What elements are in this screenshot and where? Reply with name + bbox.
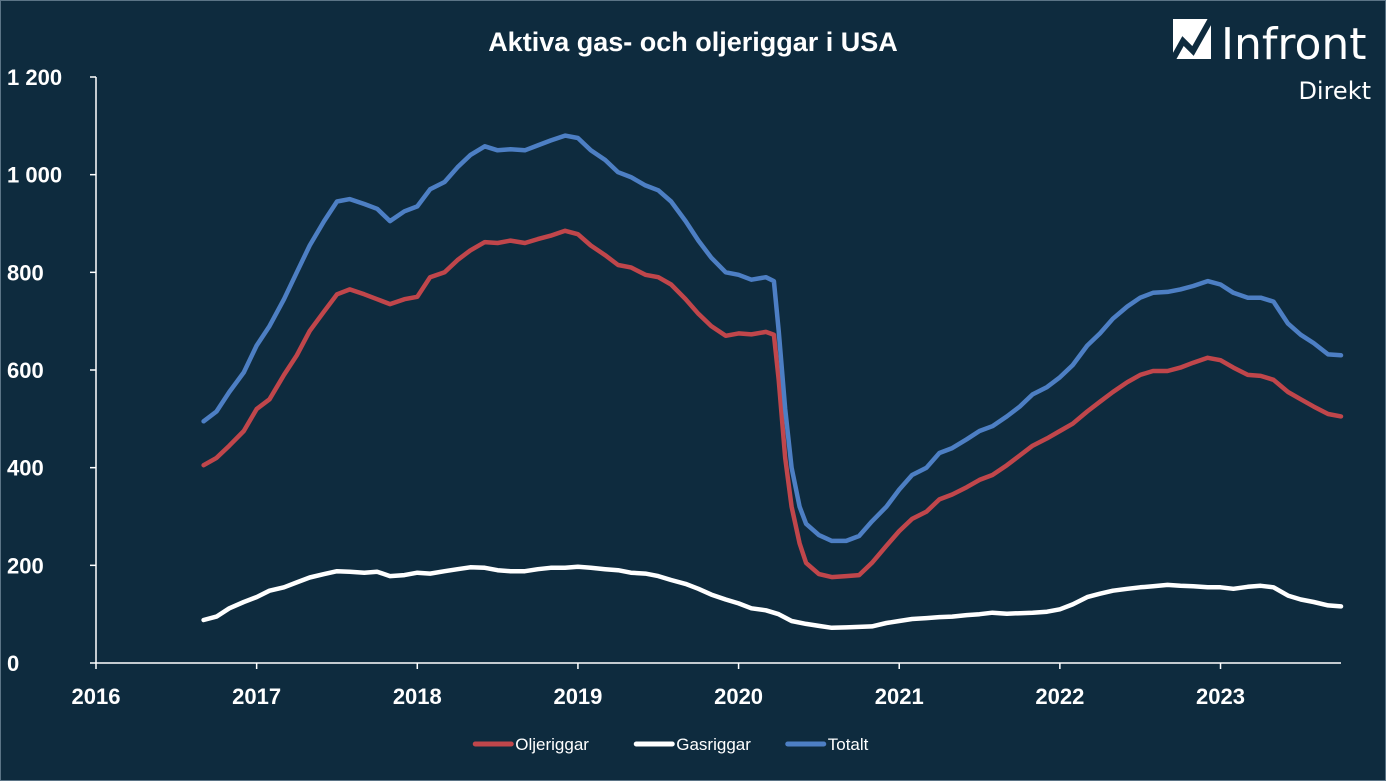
x-tick-label: 2016 (72, 684, 121, 709)
legend-item-totalt: Totalt (785, 735, 869, 754)
series-line-oljeriggar (201, 228, 1344, 580)
logo-subtitle: Direkt (1298, 77, 1371, 105)
x-tick-label: 2017 (232, 684, 281, 709)
legend-item-oljeriggar: Oljeriggar (472, 735, 589, 754)
legend-label: Totalt (828, 735, 869, 754)
y-tick-label: 200 (7, 553, 44, 578)
y-tick-label: 400 (7, 456, 44, 481)
y-tick-label: 0 (7, 651, 19, 676)
x-tick-label: 2022 (1035, 684, 1084, 709)
legend-label: Gasriggar (676, 735, 751, 754)
y-tick-label: 1 200 (7, 65, 62, 90)
plot-area (201, 133, 1344, 631)
y-tick-label: 1 000 (7, 163, 62, 188)
infront-logo: Infront Direkt (1170, 17, 1371, 105)
y-tick-label: 600 (7, 358, 44, 383)
x-tick-label: 2018 (393, 684, 442, 709)
chart-title: Aktiva gas- och oljeriggar i USA (488, 27, 898, 57)
y-tick-label: 800 (7, 260, 44, 285)
x-tick-label: 2019 (553, 684, 602, 709)
y-axis-ticks: 0 200 400 600 800 1 000 1 200 (7, 65, 96, 676)
series-line-gasriggar (201, 564, 1344, 631)
x-tick-label: 2021 (875, 684, 924, 709)
infront-logo-icon (1170, 17, 1214, 61)
legend: Oljeriggar Gasriggar Totalt (472, 735, 869, 754)
series-line-totalt (201, 133, 1344, 544)
logo-name: Infront (1221, 19, 1367, 70)
x-axis-ticks: 2016 2017 2018 2019 2020 2021 2022 2023 (72, 663, 1245, 709)
x-tick-label: 2023 (1196, 684, 1245, 709)
legend-label: Oljeriggar (515, 735, 589, 754)
legend-item-gasriggar: Gasriggar (633, 735, 751, 754)
x-tick-label: 2020 (714, 684, 763, 709)
